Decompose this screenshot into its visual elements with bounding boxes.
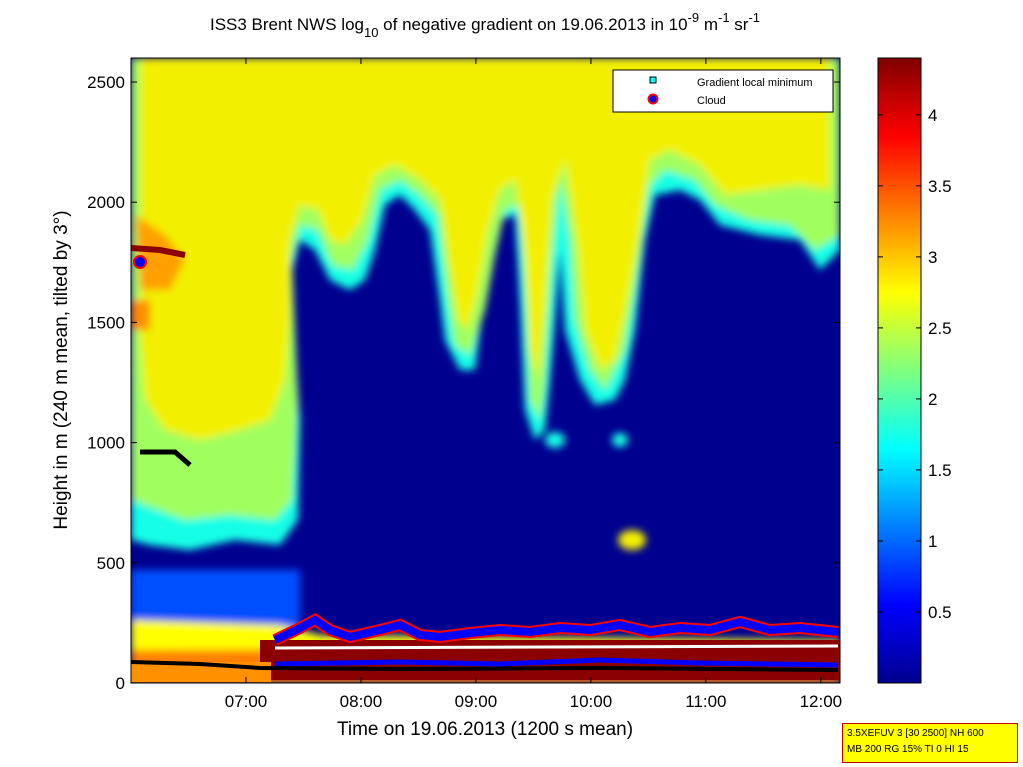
cloud-line-lower xyxy=(274,657,839,668)
x-tick-label: 07:00 xyxy=(225,692,268,711)
y-tick-label: 1500 xyxy=(87,313,125,332)
gradient-minimum-upper xyxy=(140,449,192,467)
chart-title: ISS3 Brent NWS log10 of negative gradien… xyxy=(210,10,760,40)
colorbar-tick-label: 1 xyxy=(928,532,937,551)
colorbar-tick-label: 1.5 xyxy=(928,461,952,480)
legend-circle-marker xyxy=(647,93,659,105)
legend-square-marker xyxy=(649,76,657,84)
cloud-line-white xyxy=(274,644,839,650)
cloud-line-upper xyxy=(273,615,839,644)
x-tick-label: 12:00 xyxy=(800,692,843,711)
gradient-minimum-line xyxy=(131,660,839,672)
y-tick-label: 2500 xyxy=(87,73,125,92)
y-tick-label: 2000 xyxy=(87,193,125,212)
y-tick-label: 1000 xyxy=(87,434,125,453)
colorbar-tick-label: 0.5 xyxy=(928,603,952,622)
x-tick-label: 11:00 xyxy=(685,692,726,711)
y-tick-label: 500 xyxy=(97,554,125,573)
x-tick-label: 09:00 xyxy=(455,692,498,711)
colorbar-tick-label: 2.5 xyxy=(928,319,952,338)
x-tick-label: 10:00 xyxy=(570,692,613,711)
colorbar-tick-label: 3.5 xyxy=(928,177,952,196)
colorbar-tick-label: 2 xyxy=(928,390,937,409)
cloud-marker xyxy=(133,255,147,269)
heatmap-area xyxy=(131,58,840,683)
info-box: 3.5XEFUV 3 [30 2500] NH 600 MB 200 RG 15… xyxy=(842,723,1018,763)
x-axis-label: Time on 19.06.2013 (1200 s mean) xyxy=(337,719,633,740)
legend-label-gradient: Gradient local minimum xyxy=(697,77,813,89)
axes: 07:00 08:00 09:00 10:00 11:00 12:00 0 500 1000 15… xyxy=(87,58,842,711)
y-axis-label: Height in m (240 m mean, tilted by 3°) xyxy=(51,210,72,529)
legend: Gradient local minimum Cloud xyxy=(612,69,834,113)
colorbar-tick-label: 3 xyxy=(928,248,937,267)
info-line-1: 3.5XEFUV 3 [30 2500] NH 600 xyxy=(847,728,984,739)
x-tick-label: 08:00 xyxy=(340,692,383,711)
legend-label-cloud: Cloud xyxy=(697,95,726,107)
colorbar-tick-label: 4 xyxy=(928,106,937,125)
colorbar xyxy=(877,57,922,684)
plot-frame xyxy=(130,57,841,684)
y-tick-label: 0 xyxy=(116,674,125,693)
colorbar-ticks: 0.5 1 1.5 2 2.5 3 3.5 4 xyxy=(878,106,952,622)
cloud-top-left xyxy=(131,245,186,258)
info-line-2: MB 200 RG 15% TI 0 HI 15 xyxy=(847,744,969,755)
